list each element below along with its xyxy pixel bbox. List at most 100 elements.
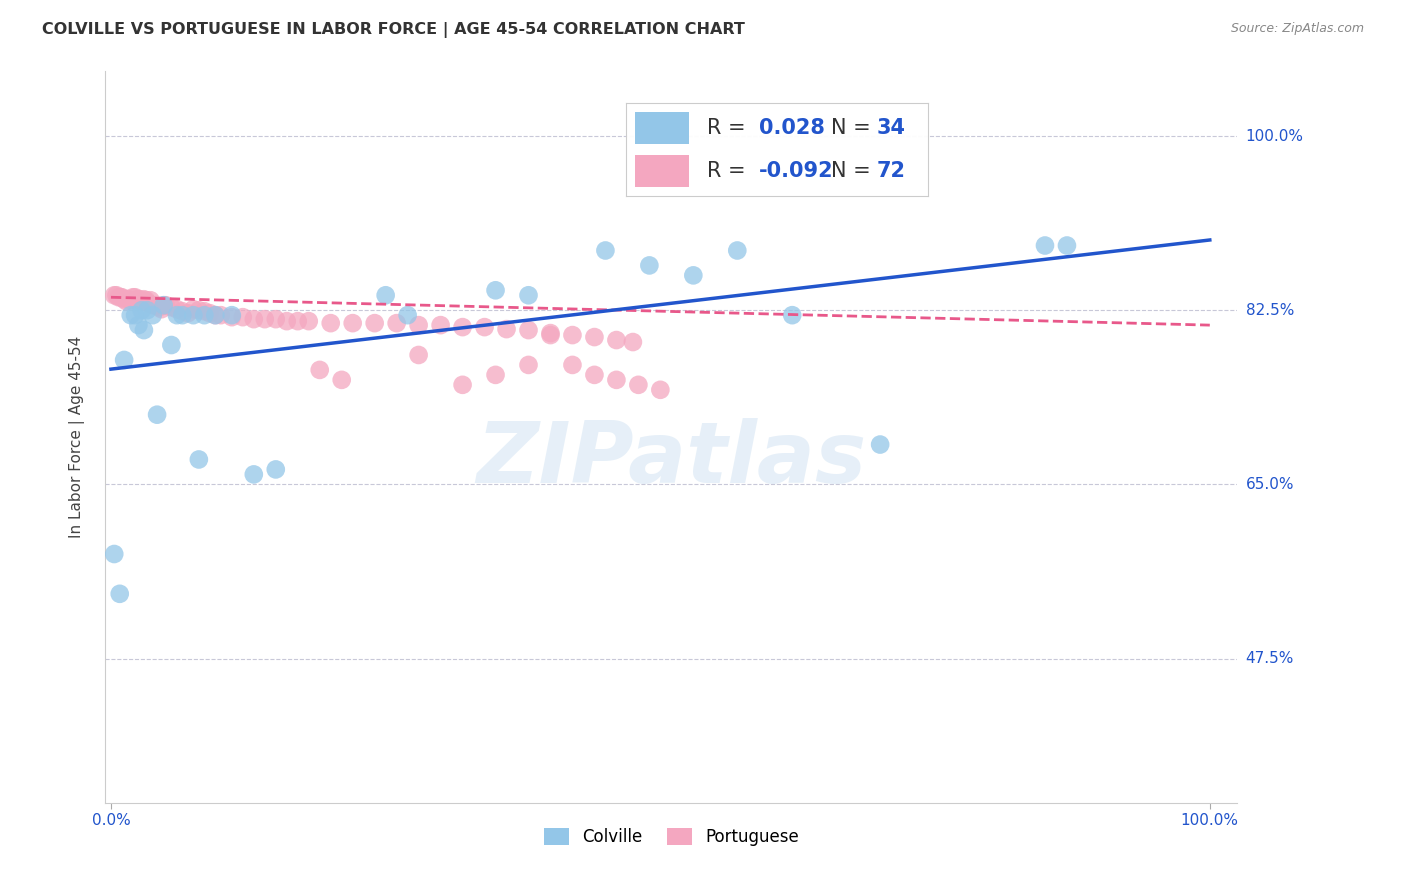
- Point: [120, 293, 142, 308]
- Point: [166, 302, 188, 317]
- Point: [135, 293, 157, 308]
- Point: [132, 323, 155, 337]
- Text: 34: 34: [876, 118, 905, 138]
- Point: [177, 306, 200, 320]
- Point: [451, 377, 474, 392]
- Point: [561, 328, 583, 343]
- Point: [385, 316, 408, 330]
- Point: [374, 288, 396, 302]
- Point: [136, 303, 159, 318]
- Point: [342, 316, 364, 330]
- Point: [136, 296, 159, 310]
- Point: [108, 587, 131, 601]
- Point: [183, 302, 205, 317]
- Point: [160, 300, 183, 314]
- Point: [682, 268, 704, 283]
- Point: [187, 452, 209, 467]
- Text: 65.0%: 65.0%: [1246, 477, 1294, 491]
- Point: [605, 333, 627, 347]
- Point: [172, 308, 194, 322]
- Point: [152, 298, 174, 312]
- Point: [221, 310, 243, 325]
- Point: [243, 312, 266, 326]
- Point: [561, 358, 583, 372]
- Point: [131, 294, 153, 309]
- Text: 82.5%: 82.5%: [1246, 302, 1294, 318]
- Point: [363, 316, 385, 330]
- Point: [484, 283, 506, 297]
- Point: [725, 244, 748, 258]
- Point: [780, 308, 803, 322]
- Text: R =: R =: [707, 118, 747, 138]
- Point: [869, 437, 891, 451]
- Point: [122, 290, 145, 304]
- Point: [127, 318, 149, 332]
- Point: [298, 314, 321, 328]
- Point: [183, 308, 205, 322]
- Point: [264, 312, 287, 326]
- Point: [124, 308, 146, 322]
- Point: [517, 323, 540, 337]
- Point: [193, 304, 215, 318]
- Point: [146, 298, 169, 312]
- Point: [517, 288, 540, 302]
- Text: COLVILLE VS PORTUGUESE IN LABOR FORCE | AGE 45-54 CORRELATION CHART: COLVILLE VS PORTUGUESE IN LABOR FORCE | …: [42, 22, 745, 38]
- Point: [132, 292, 155, 306]
- Point: [124, 290, 146, 304]
- Point: [308, 363, 330, 377]
- Bar: [634, 155, 689, 187]
- Point: [111, 290, 134, 304]
- Point: [142, 298, 165, 312]
- Point: [143, 298, 166, 312]
- Text: ZIPatlas: ZIPatlas: [477, 417, 866, 500]
- Point: [638, 259, 661, 273]
- Text: N =: N =: [831, 118, 870, 138]
- Point: [484, 368, 506, 382]
- Point: [540, 326, 562, 340]
- Point: [166, 308, 188, 322]
- Bar: [634, 112, 689, 144]
- Point: [583, 330, 606, 344]
- Point: [583, 368, 606, 382]
- Text: 72: 72: [876, 161, 905, 181]
- Point: [408, 318, 430, 332]
- Point: [253, 312, 276, 326]
- Point: [232, 310, 254, 325]
- Point: [495, 322, 517, 336]
- Point: [103, 288, 125, 302]
- Point: [621, 334, 644, 349]
- Point: [209, 308, 232, 322]
- Point: [110, 290, 132, 304]
- Point: [198, 306, 221, 320]
- Point: [396, 308, 419, 322]
- Point: [105, 288, 128, 302]
- Point: [540, 328, 562, 343]
- Point: [287, 314, 309, 328]
- Point: [103, 547, 125, 561]
- Point: [120, 308, 142, 322]
- Text: R =: R =: [707, 161, 747, 181]
- Point: [148, 300, 170, 314]
- Point: [204, 308, 226, 322]
- Point: [117, 292, 139, 306]
- Point: [139, 293, 162, 308]
- Point: [595, 244, 617, 258]
- Point: [408, 348, 430, 362]
- Y-axis label: In Labor Force | Age 45-54: In Labor Force | Age 45-54: [69, 336, 84, 538]
- Point: [112, 353, 135, 368]
- Text: -0.092: -0.092: [759, 161, 834, 181]
- Point: [650, 383, 672, 397]
- Point: [172, 304, 194, 318]
- Point: [474, 320, 496, 334]
- Point: [150, 302, 173, 317]
- Point: [605, 373, 627, 387]
- Point: [142, 308, 165, 322]
- Point: [112, 292, 135, 306]
- Point: [128, 292, 150, 306]
- Point: [1056, 238, 1078, 252]
- Point: [193, 308, 215, 322]
- Point: [131, 303, 153, 318]
- Point: [319, 316, 342, 330]
- Point: [264, 462, 287, 476]
- Point: [1033, 238, 1056, 252]
